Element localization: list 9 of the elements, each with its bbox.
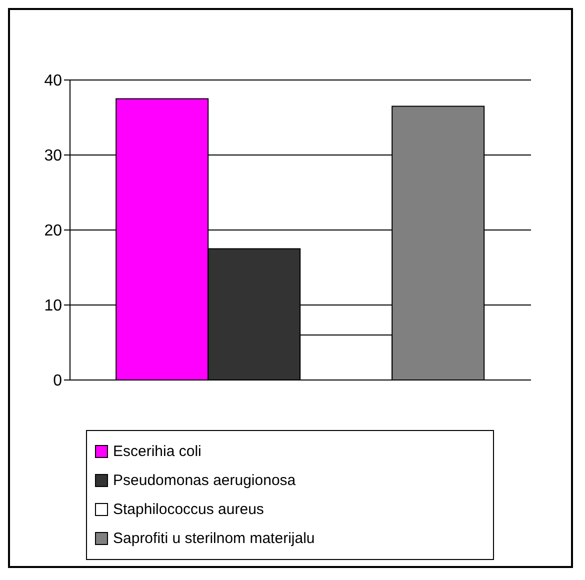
legend-label: Pseudomonas aerugionosa <box>113 472 296 489</box>
legend-label: Escerihia coli <box>113 443 202 460</box>
y-tick-label: 40 <box>44 72 62 90</box>
legend-label: Staphilococcus aureus <box>113 501 264 518</box>
legend-label: Saprofiti u sterilnom materijalu <box>113 530 315 547</box>
y-tick-label: 30 <box>44 148 62 165</box>
y-tick-label: 20 <box>44 222 62 240</box>
y-tick-label: 0 <box>53 372 62 390</box>
y-tick-label: 10 <box>44 298 62 315</box>
